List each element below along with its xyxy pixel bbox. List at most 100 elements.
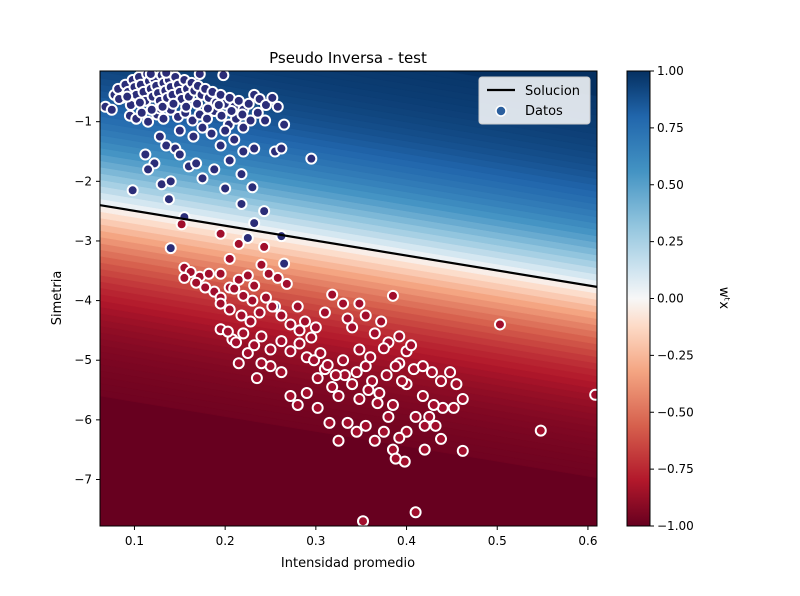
colorbar-tick-label: 0.75 (657, 121, 684, 135)
surface-band (100, 370, 597, 459)
data-point-class-neg (318, 306, 331, 319)
data-point-class-neg (308, 354, 321, 367)
data-point-class-pos (187, 130, 200, 143)
data-point-class-neg (190, 276, 203, 289)
data-point-class-pos (173, 124, 186, 137)
data-point-class-pos (235, 197, 248, 210)
data-point-class-pos (142, 163, 155, 176)
data-point-class-neg (237, 327, 250, 340)
surface-band (100, 179, 597, 269)
data-point-class-neg (589, 388, 597, 401)
data-point-class-neg (359, 309, 372, 322)
data-point-class-neg (255, 258, 268, 271)
data-point-class-pos (193, 71, 206, 80)
data-point-class-neg (228, 282, 241, 295)
data-point-class-neg (341, 416, 354, 429)
data-point-class-neg (382, 410, 395, 423)
colorbar-tick-label: 0.25 (657, 235, 684, 249)
x-tick-label: 0.2 (216, 534, 235, 548)
data-point-class-neg (375, 315, 388, 328)
data-point-class-neg (232, 357, 245, 370)
data-point-class-pos (237, 121, 250, 134)
data-point-class-pos (246, 181, 259, 194)
surface-band (100, 141, 597, 230)
data-point-class-pos (244, 114, 257, 127)
surface-band (100, 217, 597, 307)
colorbar-tick-label: −1.00 (657, 519, 694, 533)
y-tick-label: −2 (74, 174, 92, 188)
data-point-class-neg (311, 401, 324, 414)
x-axis: 0.1 0.2 0.3 0.4 0.5 0.6 (125, 526, 597, 548)
data-point-class-neg (309, 321, 322, 334)
data-point-class-neg (357, 515, 370, 526)
surface-band (100, 351, 597, 440)
data-point-class-neg (409, 410, 422, 423)
data-point-class-neg (248, 279, 261, 292)
data-point-class-pos (275, 142, 288, 155)
data-point-class-neg (447, 401, 460, 414)
data-point-class-neg (266, 300, 279, 313)
data-point-class-neg (280, 277, 293, 290)
data-point-class-neg (275, 335, 288, 348)
surface-band (100, 357, 597, 447)
data-point-class-pos (237, 145, 250, 158)
data-point-class-pos (126, 184, 139, 197)
data-point-class-pos (278, 118, 291, 131)
data-point-class-neg (223, 252, 236, 265)
colorbar-label: wᵗx (716, 287, 731, 309)
data-point-class-pos (196, 121, 209, 134)
surface-band (100, 389, 597, 479)
y-tick-label: −4 (74, 294, 92, 308)
data-point-class-neg (329, 369, 342, 382)
data-point-class-neg (300, 387, 313, 400)
data-point-class-neg (416, 360, 429, 373)
colorbar-tick-label: −0.75 (657, 462, 694, 476)
data-point-class-neg (337, 354, 350, 367)
legend-label-data: Datos (525, 104, 563, 119)
data-point-class-pos (266, 91, 279, 104)
data-point-class-neg (389, 452, 402, 465)
chart-title: Pseudo Inversa - test (269, 49, 427, 67)
data-point-class-pos (248, 217, 261, 230)
data-point-class-neg (380, 369, 393, 382)
data-point-class-pos (223, 154, 236, 167)
surface-band (100, 192, 597, 281)
data-point-class-neg (389, 360, 402, 373)
y-tick-label: −5 (74, 353, 92, 367)
surface-band (100, 147, 597, 237)
data-point-class-pos (162, 193, 175, 206)
surface-band (100, 230, 597, 319)
data-point-class-neg (350, 366, 363, 379)
data-point-class-neg (221, 325, 234, 338)
data-points (100, 71, 597, 526)
legend: Solucion Datos (478, 76, 591, 125)
data-point-class-neg (175, 218, 188, 231)
data-point-class-neg (418, 443, 431, 456)
data-point-class-neg (534, 424, 547, 437)
data-point-class-neg (444, 366, 457, 379)
surface-band (100, 300, 597, 389)
data-point-class-neg (305, 331, 318, 344)
surface-band (100, 173, 597, 262)
data-point-class-neg (259, 291, 272, 304)
surface-band (100, 223, 597, 313)
surface-band (133, 71, 597, 148)
surface-band (100, 134, 597, 224)
data-point-class-pos (153, 130, 166, 143)
legend-label-solution: Solucion (525, 84, 580, 99)
data-point-class-neg (298, 315, 311, 328)
data-point-class-pos (208, 163, 221, 176)
data-point-class-neg (235, 309, 248, 322)
data-point-class-pos (219, 182, 232, 195)
data-point-class-pos (133, 96, 146, 109)
data-point-class-neg (275, 309, 288, 322)
data-point-class-pos (190, 157, 203, 170)
data-point-class-pos (180, 100, 193, 113)
data-point-class-pos (142, 115, 155, 128)
data-point-class-neg (362, 384, 375, 397)
x-tick-label: 0.3 (306, 534, 325, 548)
data-point-class-pos (157, 112, 170, 125)
data-point-class-neg (202, 267, 215, 280)
data-point-class-neg (284, 318, 297, 331)
data-point-class-pos (160, 71, 173, 79)
